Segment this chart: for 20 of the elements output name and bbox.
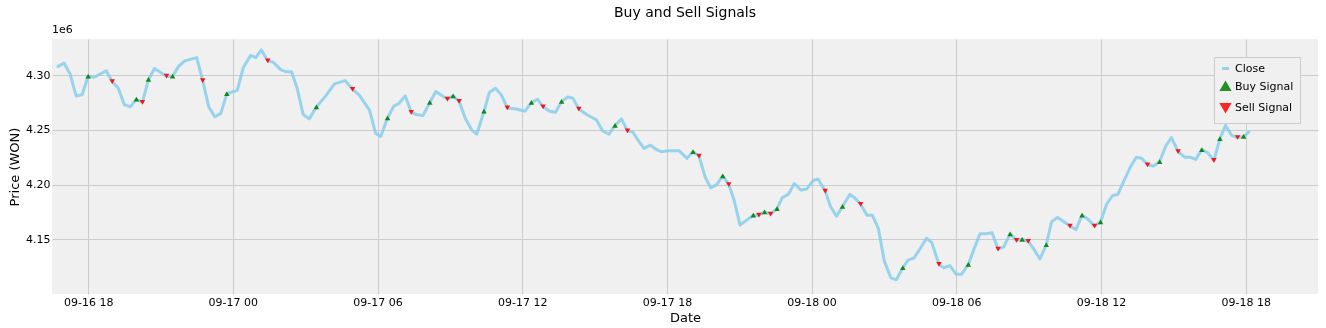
- x-tick-label: 09-17 00: [208, 295, 259, 309]
- x-axis-title: Date: [669, 309, 702, 325]
- y-tick-label: 4.25: [26, 123, 51, 137]
- y-tick-label: 4.30: [26, 68, 51, 82]
- x-tick-label: 09-17 12: [497, 295, 548, 309]
- y-tick-label: 4.20: [26, 178, 51, 192]
- text: 1e6: [52, 23, 73, 36]
- y-tick-label: 4.15: [26, 232, 51, 246]
- x-tick-label: 09-18 12: [1076, 295, 1127, 309]
- chart-title: Buy and Sell Signals: [613, 4, 757, 20]
- y-axis-title: Price (WON): [7, 127, 23, 207]
- x-tick-label: 09-18 18: [1221, 295, 1271, 309]
- x-tick-label: 09-18 00: [787, 295, 837, 309]
- x-tick-label: 09-16 18: [63, 295, 114, 309]
- legend-label: Close: [1235, 61, 1266, 75]
- legend-label: Buy Signal: [1235, 79, 1294, 93]
- legend-label: Sell Signal: [1235, 100, 1293, 114]
- x-tick-label: 09-17 18: [642, 295, 693, 309]
- x-tick-label: 09-17 06: [353, 295, 403, 309]
- x-tick-label: 09-18 06: [932, 295, 982, 309]
